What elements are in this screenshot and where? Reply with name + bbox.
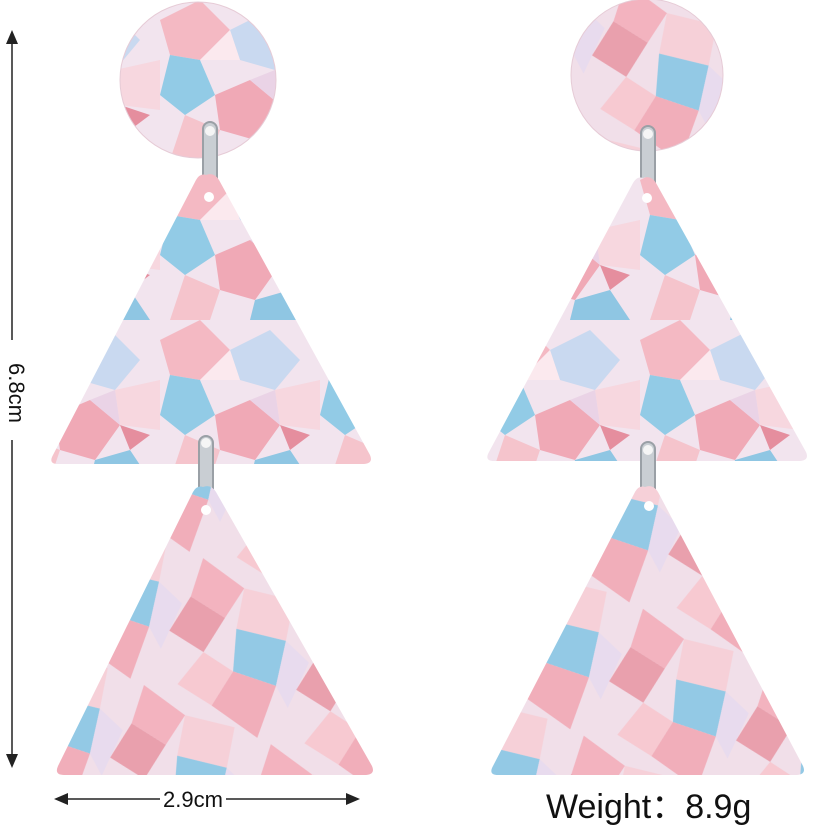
left-earring bbox=[51, 1, 373, 775]
width-dimension-label: 2.9cm bbox=[160, 789, 226, 811]
right-lower-triangle bbox=[491, 486, 804, 775]
right-earring bbox=[487, 0, 807, 775]
left-lower-triangle bbox=[56, 486, 373, 775]
left-stud-disc bbox=[120, 2, 276, 158]
right-upper-triangle bbox=[487, 177, 807, 461]
height-dimension-line bbox=[3, 30, 21, 768]
right-stud-disc bbox=[571, 0, 723, 151]
weight-label: Weight：8.9g bbox=[546, 788, 752, 826]
left-upper-triangle bbox=[51, 174, 371, 464]
height-dimension-label: 6.8cm bbox=[4, 363, 29, 423]
left-jump-ring-top bbox=[202, 121, 218, 193]
